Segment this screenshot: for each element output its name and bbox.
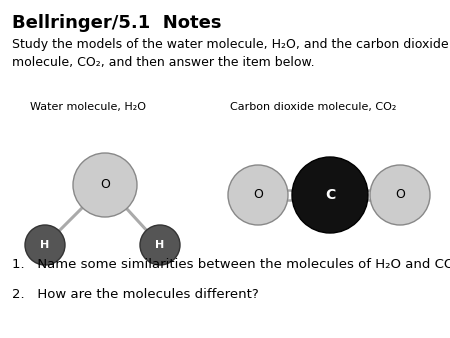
Text: C: C (325, 188, 335, 202)
Circle shape (228, 165, 288, 225)
Text: Water molecule, H₂O: Water molecule, H₂O (30, 102, 146, 112)
Text: 1.   Name some similarities between the molecules of H₂O and CO₂.: 1. Name some similarities between the mo… (12, 258, 450, 271)
Text: Study the models of the water molecule, H₂O, and the carbon dioxide: Study the models of the water molecule, … (12, 38, 449, 51)
Text: H: H (155, 240, 165, 250)
Text: Bellringer/5.1  Notes: Bellringer/5.1 Notes (12, 14, 221, 32)
Text: O: O (253, 189, 263, 201)
Text: molecule, CO₂, and then answer the item below.: molecule, CO₂, and then answer the item … (12, 56, 315, 69)
Text: 2.   How are the molecules different?: 2. How are the molecules different? (12, 288, 259, 301)
Text: O: O (395, 189, 405, 201)
Text: Carbon dioxide molecule, CO₂: Carbon dioxide molecule, CO₂ (230, 102, 396, 112)
Text: H: H (40, 240, 50, 250)
Circle shape (370, 165, 430, 225)
Circle shape (73, 153, 137, 217)
Circle shape (292, 157, 368, 233)
Text: O: O (100, 178, 110, 192)
Circle shape (140, 225, 180, 265)
Circle shape (25, 225, 65, 265)
